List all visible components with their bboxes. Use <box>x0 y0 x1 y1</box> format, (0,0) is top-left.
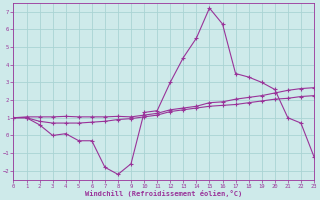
X-axis label: Windchill (Refroidissement éolien,°C): Windchill (Refroidissement éolien,°C) <box>85 190 242 197</box>
